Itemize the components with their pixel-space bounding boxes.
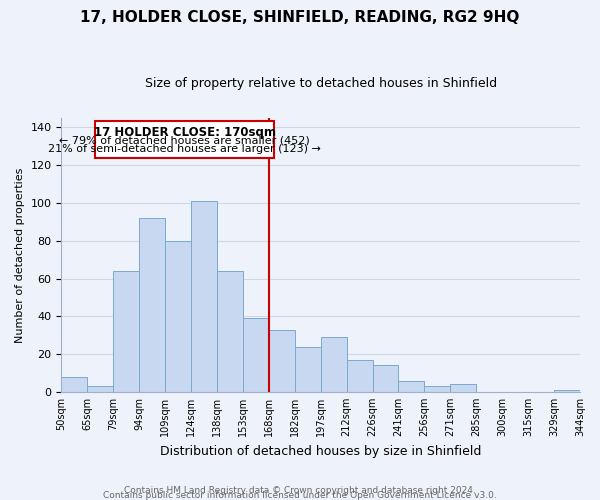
Bar bbox=[139, 218, 165, 392]
Bar bbox=[269, 330, 295, 392]
Bar bbox=[398, 380, 424, 392]
Bar bbox=[61, 377, 88, 392]
FancyBboxPatch shape bbox=[95, 121, 274, 158]
Title: Size of property relative to detached houses in Shinfield: Size of property relative to detached ho… bbox=[145, 78, 497, 90]
Text: 17 HOLDER CLOSE: 170sqm: 17 HOLDER CLOSE: 170sqm bbox=[94, 126, 275, 138]
Bar bbox=[347, 360, 373, 392]
Y-axis label: Number of detached properties: Number of detached properties bbox=[15, 168, 25, 342]
Bar bbox=[217, 271, 243, 392]
Text: 21% of semi-detached houses are larger (123) →: 21% of semi-detached houses are larger (… bbox=[48, 144, 321, 154]
Bar bbox=[88, 386, 113, 392]
Text: Contains public sector information licensed under the Open Government Licence v3: Contains public sector information licen… bbox=[103, 490, 497, 500]
Text: ← 79% of detached houses are smaller (452): ← 79% of detached houses are smaller (45… bbox=[59, 135, 310, 145]
Bar bbox=[295, 346, 321, 392]
Bar bbox=[451, 384, 476, 392]
Bar bbox=[243, 318, 269, 392]
Text: Contains HM Land Registry data © Crown copyright and database right 2024.: Contains HM Land Registry data © Crown c… bbox=[124, 486, 476, 495]
Bar bbox=[191, 201, 217, 392]
Bar bbox=[373, 366, 398, 392]
Bar bbox=[424, 386, 451, 392]
Bar bbox=[321, 337, 347, 392]
X-axis label: Distribution of detached houses by size in Shinfield: Distribution of detached houses by size … bbox=[160, 444, 481, 458]
Bar bbox=[113, 271, 139, 392]
Bar bbox=[554, 390, 580, 392]
Bar bbox=[165, 241, 191, 392]
Text: 17, HOLDER CLOSE, SHINFIELD, READING, RG2 9HQ: 17, HOLDER CLOSE, SHINFIELD, READING, RG… bbox=[80, 10, 520, 25]
